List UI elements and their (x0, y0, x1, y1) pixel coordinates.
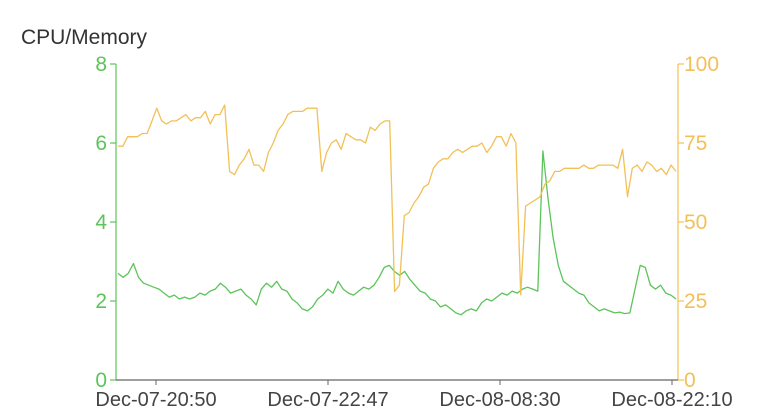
y-left-tick-label: 2 (95, 290, 107, 313)
y-right-tick-label: 75 (684, 132, 707, 155)
y-right-tick-label: 25 (684, 290, 707, 313)
memory-series-line (118, 105, 676, 295)
y-right-tick-label: 50 (684, 211, 707, 234)
cpu-series-line (118, 151, 676, 315)
y-left-tick-label: 6 (95, 132, 107, 155)
y-left-tick-label: 8 (95, 53, 107, 76)
y-right-tick-label: 100 (684, 53, 719, 76)
y-left-tick-label: 4 (95, 211, 107, 234)
x-tick-label: Dec-07-20:50 (95, 389, 216, 411)
x-tick-label: Dec-08-22:10 (611, 389, 732, 411)
x-tick-label: Dec-08-08:30 (439, 389, 560, 411)
x-tick-label: Dec-07-22:47 (267, 389, 388, 411)
